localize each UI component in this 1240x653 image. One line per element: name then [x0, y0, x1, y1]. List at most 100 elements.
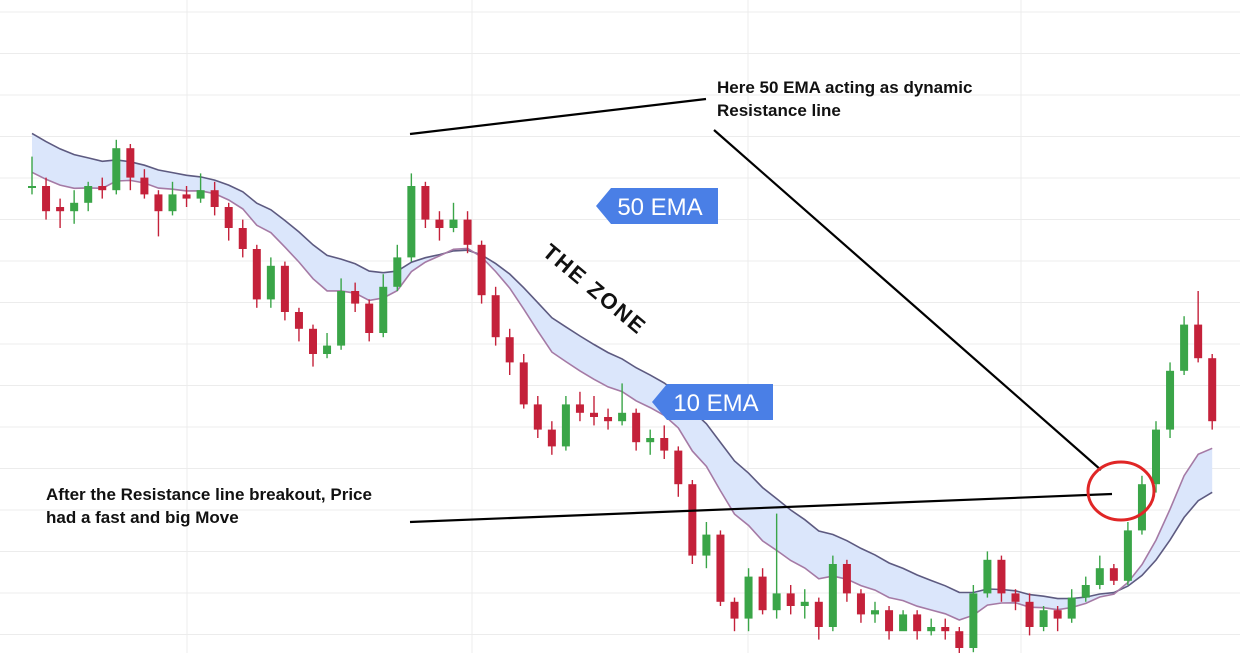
candle-up	[266, 265, 275, 300]
candle-up	[1095, 568, 1104, 585]
ema-50-tag-text: 50 EMA	[617, 194, 702, 221]
candle-down	[632, 412, 641, 443]
candle-up	[449, 219, 458, 228]
candle-down	[56, 207, 65, 212]
candle-down	[477, 244, 486, 296]
candle-down	[1109, 568, 1118, 581]
candle-down	[42, 186, 51, 212]
candle-down	[1025, 601, 1034, 627]
candle-down	[997, 559, 1006, 594]
candle-up	[927, 627, 936, 632]
candle-down	[140, 177, 149, 195]
candle-down	[856, 593, 865, 615]
candle-down	[252, 249, 261, 300]
candle-down	[913, 614, 922, 632]
candle-up	[337, 291, 346, 346]
candle-up	[323, 345, 332, 354]
candle-down	[210, 190, 219, 207]
candle-down	[280, 265, 289, 312]
candle-up	[561, 404, 570, 447]
candles	[28, 139, 1217, 653]
candle-down	[786, 593, 795, 606]
ema-10-tag-text: 10 EMA	[673, 390, 758, 417]
candle-up	[1039, 610, 1048, 627]
candle-down	[154, 194, 163, 212]
candle-up	[84, 186, 93, 203]
candle-down	[688, 484, 697, 556]
candle-down	[182, 194, 191, 199]
candle-up	[1152, 429, 1160, 485]
candle-down	[505, 337, 514, 363]
candle-down	[294, 312, 303, 329]
candle-up	[646, 438, 655, 443]
breakout-circle	[1086, 460, 1156, 522]
candle-down	[885, 610, 894, 632]
candle-down	[842, 564, 851, 594]
candle-down	[955, 631, 964, 648]
candle-down	[547, 429, 556, 447]
candle-down	[1011, 593, 1020, 602]
candle-up	[800, 601, 809, 606]
candle-down	[533, 404, 542, 430]
candle-down	[590, 412, 598, 417]
candle-down	[519, 362, 528, 405]
annotation-top-line-1: Here 50 EMA acting as dynamic	[717, 78, 972, 97]
candle-up	[393, 257, 402, 287]
candle-down	[491, 295, 500, 338]
candle-up	[1180, 324, 1189, 371]
annotation-bottom-line-2: had a fast and big Move	[46, 508, 239, 527]
ema-10-tag: 10 EMA	[652, 384, 773, 420]
annotation-bottom-line-1: After the Resistance line breakout, Pric…	[46, 485, 372, 504]
candle-up	[196, 190, 205, 199]
candle-up	[407, 186, 416, 258]
candle-down	[98, 186, 107, 191]
ema-50-tag: 50 EMA	[596, 188, 718, 224]
candle-down	[575, 404, 584, 413]
candle-down	[463, 219, 472, 245]
candle-up	[871, 610, 879, 615]
candle-down	[660, 438, 669, 451]
candle-down	[1208, 358, 1217, 422]
candle-up	[168, 194, 177, 212]
ema-zone-fill	[32, 133, 1213, 620]
candle-down	[758, 576, 767, 611]
candle-up	[983, 559, 992, 594]
candle-down	[674, 450, 683, 485]
annotation-top-line-2: Resistance line	[717, 101, 841, 120]
candle-down	[604, 417, 613, 422]
candle-down	[238, 228, 247, 249]
candle-up	[28, 186, 36, 188]
candle-up	[112, 148, 121, 191]
candle-up	[618, 412, 627, 422]
candle-up	[70, 202, 79, 212]
candle-up	[1137, 484, 1146, 531]
breakout-resistance-line	[409, 492, 1113, 524]
candle-up	[1067, 597, 1076, 619]
candle-up	[702, 534, 711, 556]
candle-up	[772, 593, 781, 611]
candle-down	[351, 291, 360, 304]
candle-up	[744, 576, 753, 619]
candle-down	[421, 186, 430, 220]
candle-down	[941, 627, 950, 632]
candle-down	[1053, 610, 1062, 619]
candle-down	[309, 328, 317, 354]
candle-down	[126, 148, 135, 178]
candle-down	[224, 207, 233, 228]
annotation-resistance-pointer	[713, 129, 1102, 471]
candle-up	[969, 593, 978, 648]
candle-down	[814, 601, 823, 627]
candle-down	[435, 219, 444, 228]
candle-down	[716, 534, 725, 602]
candle-down	[730, 601, 739, 619]
candle-up	[379, 286, 388, 333]
candle-up	[1081, 585, 1090, 598]
candle-up	[1123, 530, 1132, 581]
candle-up	[828, 564, 837, 627]
candle-down	[365, 303, 374, 333]
candle-up	[899, 614, 908, 632]
candle-up	[1166, 370, 1175, 430]
annotation-top-pointer	[409, 97, 707, 136]
candle-down	[1194, 324, 1203, 359]
